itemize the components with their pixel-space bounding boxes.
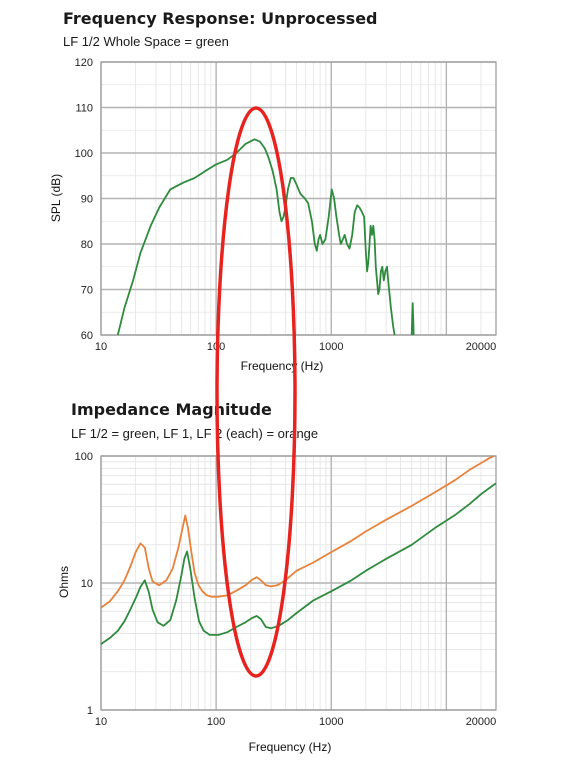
fr-y-tick-label: 120: [75, 57, 93, 69]
imp-title: Impedance Magnitude: [71, 400, 272, 419]
fr-y-tick-label: 90: [81, 194, 93, 206]
imp-y-tick-label: 1: [87, 705, 93, 717]
imp-y-tick-label: 100: [75, 451, 93, 463]
fr-series-line: [116, 138, 396, 336]
imp-x-tick-label: 10: [95, 716, 107, 728]
imp-series-line: [100, 455, 495, 609]
fr-subtitle: LF 1/2 Whole Space = green: [63, 34, 229, 49]
fr-x-tick-label: 1000: [319, 341, 343, 353]
fr-y-tick-label: 60: [81, 330, 93, 342]
fr-plot-frame: [100, 61, 497, 336]
imp-subtitle: LF 1/2 = green, LF 1, LF 2 (each) = oran…: [71, 426, 318, 441]
fr-y-tick-label: 110: [75, 103, 93, 115]
imp-y-tick-label: 10: [81, 578, 93, 590]
imp-plot-frame: [100, 455, 497, 711]
imp-x-tick-label: 100: [207, 716, 225, 728]
fr-y-tick-label: 100: [75, 148, 93, 160]
imp-x-tick-label: 1000: [319, 716, 343, 728]
imp-x-axis-label: Frequency (Hz): [249, 740, 332, 754]
fr-y-axis-label: SPL (dB): [49, 174, 63, 222]
fr-x-axis-label: Frequency (Hz): [241, 359, 324, 373]
imp-y-axis-label: Ohms: [57, 566, 71, 598]
highlight-ellipse: [215, 106, 297, 678]
fr-y-tick-label: 80: [81, 239, 93, 251]
fr-title: Frequency Response: Unprocessed: [63, 9, 378, 28]
fr-y-tick-label: 70: [81, 285, 93, 297]
imp-series-line: [100, 482, 497, 645]
fr-series-line: [410, 302, 415, 336]
fr-x-tick-label: 10: [95, 341, 107, 353]
imp-x-tick-label: 20000: [466, 716, 497, 728]
fr-x-tick-label: 20000: [466, 341, 497, 353]
